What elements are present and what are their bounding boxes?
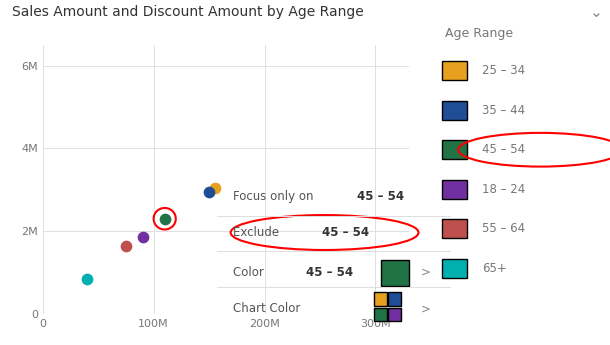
Text: >: > — [421, 266, 431, 279]
Text: Focus only on: Focus only on — [233, 189, 317, 203]
Point — [210, 185, 220, 190]
Text: 18 – 24: 18 – 24 — [482, 183, 525, 196]
Text: 45 – 54: 45 – 54 — [482, 143, 525, 156]
Point — [204, 189, 214, 195]
Text: Color: Color — [233, 266, 268, 279]
Text: 55 – 64: 55 – 64 — [482, 223, 525, 235]
FancyBboxPatch shape — [442, 61, 467, 80]
FancyBboxPatch shape — [442, 101, 467, 120]
FancyBboxPatch shape — [442, 140, 467, 159]
Text: >: > — [421, 302, 431, 315]
Text: 25 – 34: 25 – 34 — [482, 64, 525, 77]
FancyBboxPatch shape — [388, 292, 401, 306]
Point — [160, 216, 170, 221]
Text: 35 – 44: 35 – 44 — [482, 104, 525, 117]
Text: ⌄: ⌄ — [590, 5, 603, 20]
FancyBboxPatch shape — [442, 219, 467, 238]
FancyBboxPatch shape — [374, 308, 387, 322]
Text: Sales Amount and Discount Amount by Age Range: Sales Amount and Discount Amount by Age … — [12, 5, 364, 19]
Text: Exclude: Exclude — [233, 226, 283, 239]
Text: 65+: 65+ — [482, 262, 507, 275]
FancyBboxPatch shape — [374, 292, 387, 306]
Point — [82, 276, 92, 282]
FancyBboxPatch shape — [442, 180, 467, 199]
Text: 45 – 54: 45 – 54 — [357, 189, 404, 203]
Text: Chart Color: Chart Color — [233, 302, 300, 315]
FancyBboxPatch shape — [381, 259, 409, 286]
FancyBboxPatch shape — [388, 308, 401, 322]
Point — [138, 235, 148, 240]
Point — [121, 243, 131, 248]
Text: Age Range: Age Range — [445, 27, 514, 40]
Text: 45 – 54: 45 – 54 — [322, 226, 370, 239]
Text: 45 – 54: 45 – 54 — [306, 266, 353, 279]
FancyBboxPatch shape — [442, 259, 467, 278]
